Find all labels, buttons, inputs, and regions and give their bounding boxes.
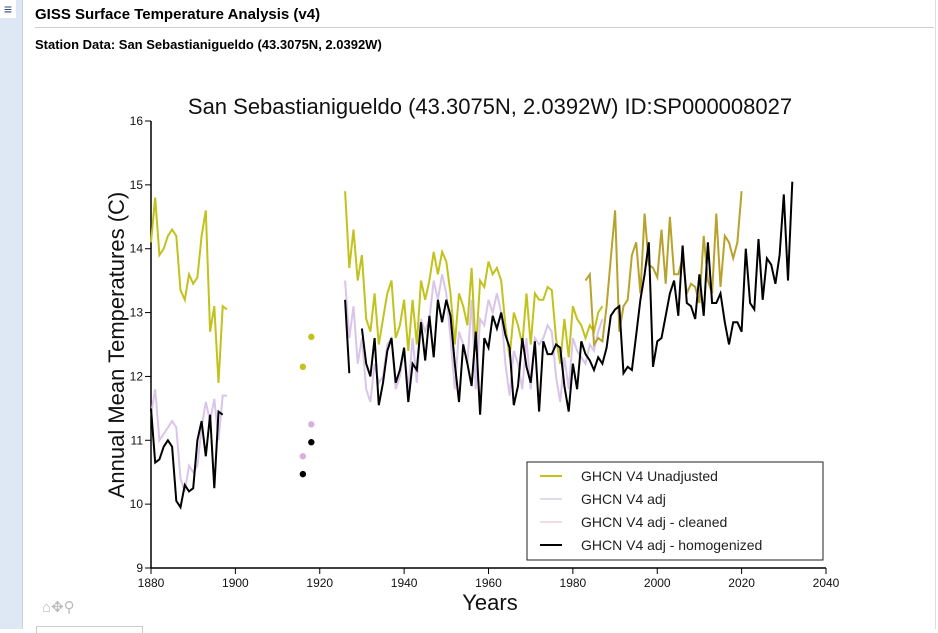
series-line-ghcn-v4-unadjusted xyxy=(344,191,604,364)
y-axis-label: Annual Mean Temperatures (C) xyxy=(104,192,129,499)
x-tick-label: 2040 xyxy=(813,576,840,590)
series-line-ghcn-v4-adj xyxy=(344,274,604,403)
x-tick-label: 1940 xyxy=(391,576,418,590)
zoom-icon[interactable]: ⚲ xyxy=(63,599,75,616)
y-tick-label: 9 xyxy=(136,561,143,575)
series-line-ghcn-v4-adj-homogenized xyxy=(344,299,351,374)
series-line-ghcn-v4-adj-homogenized xyxy=(150,408,224,510)
series-line-ghcn-v4-unadjusted-late- xyxy=(584,191,743,348)
y-tick-label: 14 xyxy=(130,242,144,256)
legend-label: GHCN V4 adj xyxy=(581,491,666,507)
station-subtitle: Station Data: San Sebastianigueldo (43.3… xyxy=(35,37,382,52)
y-tick-label: 10 xyxy=(130,497,144,511)
isolated-points xyxy=(299,333,315,478)
y-tick-label: 13 xyxy=(130,306,144,320)
data-point xyxy=(308,421,315,428)
pan-icon[interactable]: ✥ xyxy=(51,599,64,616)
legend-label: GHCN V4 adj - cleaned xyxy=(581,514,727,530)
page-title: GISS Surface Temperature Analysis (v4) xyxy=(35,6,321,23)
legend-box xyxy=(526,461,824,561)
series-line-ghcn-v4-adj xyxy=(150,389,227,492)
series-line-ghcn-v4-adj-homogenized xyxy=(360,181,794,415)
y-tick-label: 12 xyxy=(130,369,144,383)
bottom-panel xyxy=(36,626,143,633)
legend: GHCN V4 Unadjusted GHCN V4 adj GHCN V4 adj… xyxy=(526,461,824,561)
plot-toolbar: ⌂✥⚲ xyxy=(42,598,75,616)
data-point xyxy=(299,363,307,371)
x-tick-label: 1980 xyxy=(560,576,587,590)
x-tick-label: 1960 xyxy=(475,576,502,590)
axes: 1880 1900 1920 1940 1960 1980 2000 2020 2040 9 10 1… xyxy=(130,114,840,590)
series-line-ghcn-v4-unadjusted xyxy=(150,197,228,383)
hamburger-icon[interactable]: ≡ xyxy=(0,0,16,18)
series-lines xyxy=(150,181,794,510)
legend-label: GHCN V4 adj - homogenized xyxy=(581,537,762,553)
y-tick-label: 11 xyxy=(131,433,144,447)
x-tick-label: 2000 xyxy=(644,576,671,590)
scrollbar-edge xyxy=(935,0,936,629)
x-tick-label: 2020 xyxy=(728,576,755,590)
legend-label: GHCN V4 Unadjusted xyxy=(581,468,718,484)
data-point xyxy=(299,470,307,478)
data-point xyxy=(299,453,307,460)
x-axis-label: Years xyxy=(462,590,517,615)
data-point xyxy=(308,439,315,446)
x-tick-label: 1900 xyxy=(222,576,249,590)
y-tick-label: 15 xyxy=(130,178,144,192)
divider xyxy=(35,27,934,28)
data-point xyxy=(308,333,315,341)
x-tick-label: 1920 xyxy=(306,576,333,590)
y-tick-label: 16 xyxy=(130,114,144,128)
x-tick-label: 1880 xyxy=(138,576,165,590)
home-icon[interactable]: ⌂ xyxy=(42,599,52,616)
sidebar: ≡ xyxy=(0,0,23,629)
chart-title: San Sebastianigueldo (43.3075N, 2.0392W)… xyxy=(188,94,792,119)
